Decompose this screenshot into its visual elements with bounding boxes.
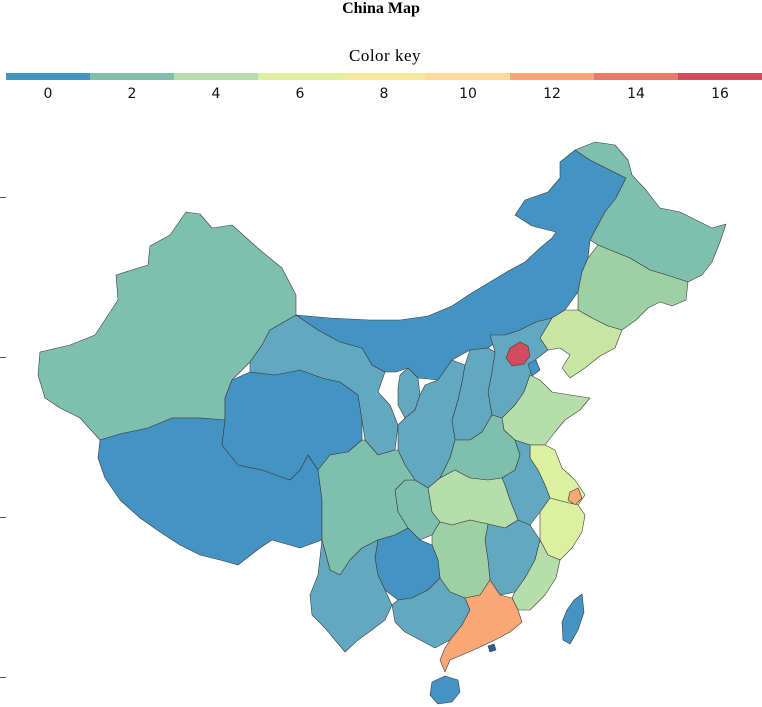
region-fujian[interactable] — [511, 539, 561, 611]
page-title: China Map — [342, 0, 420, 17]
region-guangdong[interactable] — [439, 579, 523, 673]
legend-swatch — [6, 73, 90, 80]
legend-swatch — [426, 73, 510, 80]
legend-tick: 10 — [459, 86, 477, 102]
legend-swatch — [90, 73, 174, 80]
legend-swatch — [510, 73, 594, 80]
legend-swatch — [174, 73, 258, 80]
legend-tick: 16 — [711, 86, 729, 102]
legend-tick: 4 — [211, 86, 221, 102]
region-shanghai[interactable] — [567, 487, 583, 506]
legend-tick: 12 — [543, 86, 561, 102]
color-key-bar — [6, 73, 762, 80]
region-liaoning[interactable] — [539, 309, 623, 379]
axis-tick-mark — [0, 357, 6, 358]
legend-title: Color key — [348, 46, 422, 65]
legend-tick: 14 — [627, 86, 645, 102]
legend-swatch — [258, 73, 342, 80]
region-yunnan[interactable] — [309, 539, 393, 653]
legend-tick: 2 — [127, 86, 137, 102]
region-tianjin[interactable] — [527, 359, 541, 377]
axis-tick-mark — [0, 677, 6, 678]
region-beijing[interactable] — [505, 341, 531, 367]
region-taiwan[interactable] — [561, 593, 585, 645]
region-zhejiang[interactable] — [539, 497, 586, 561]
legend-ticks: 0 2 4 6 8 10 12 14 16 — [6, 86, 762, 106]
region-hongkong[interactable] — [487, 643, 497, 653]
legend-swatch — [342, 73, 426, 80]
axis-tick-mark — [0, 517, 6, 518]
legend-tick: 8 — [379, 86, 389, 102]
region-heilongjiang[interactable] — [574, 141, 727, 283]
legend-tick: 0 — [43, 86, 53, 102]
axis-tick-mark — [0, 197, 6, 198]
legend-tick: 6 — [295, 86, 305, 102]
legend-swatch — [678, 73, 762, 80]
legend-swatch — [594, 73, 678, 80]
region-hainan[interactable] — [429, 675, 461, 705]
